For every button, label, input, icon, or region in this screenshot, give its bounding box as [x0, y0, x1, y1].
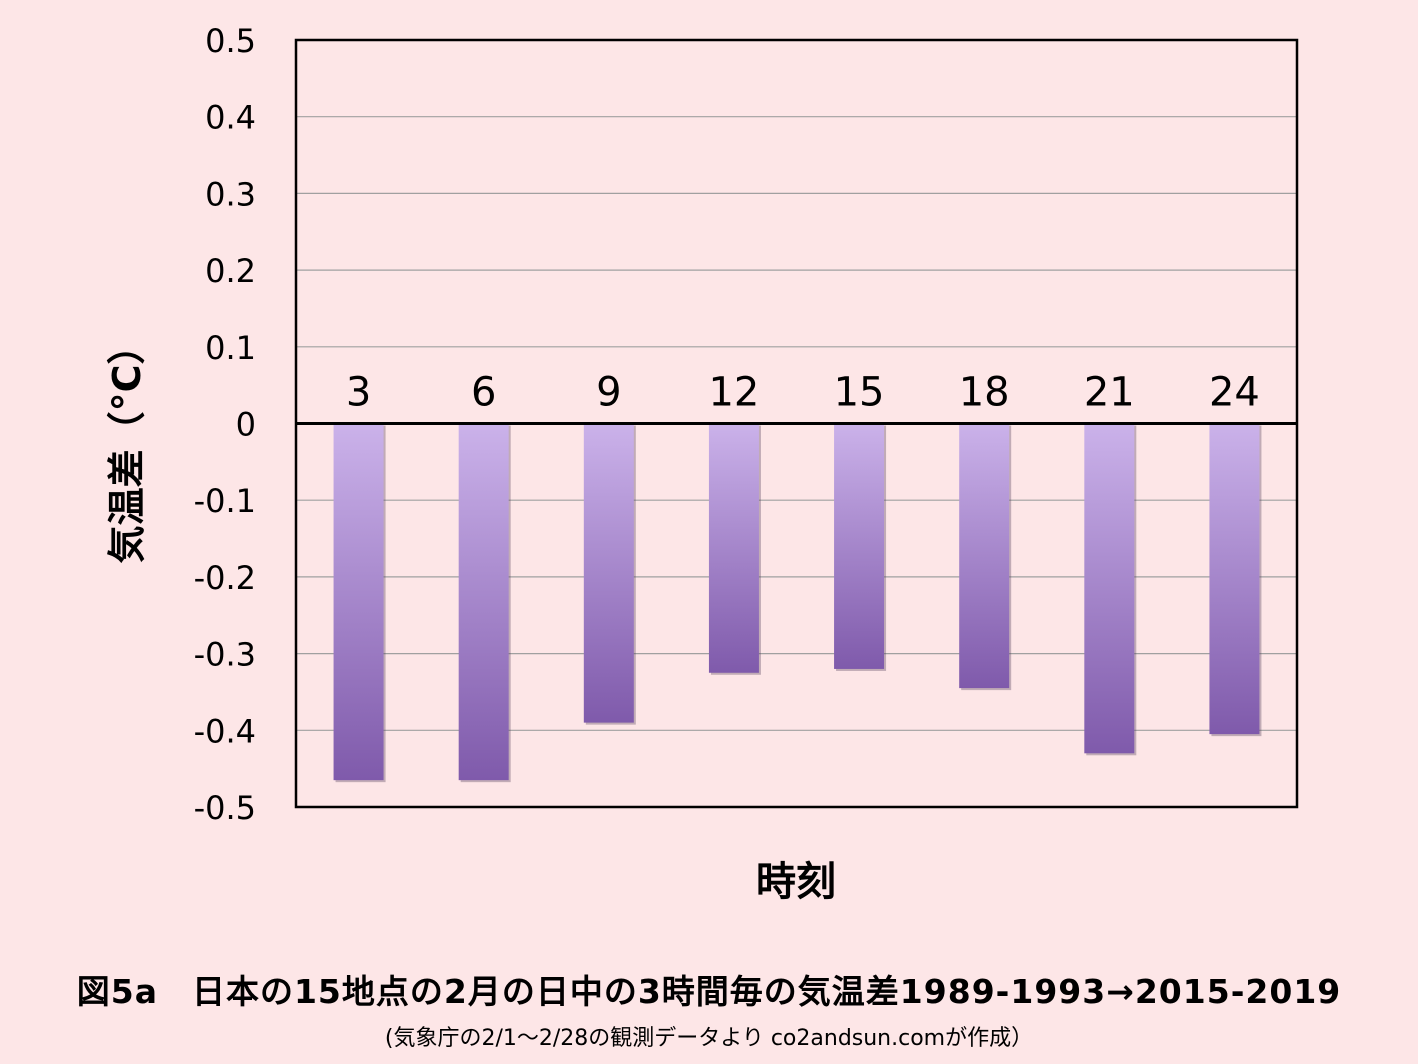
x-axis-label: 時刻	[756, 859, 836, 905]
bar-21	[1084, 423, 1135, 754]
y-tick-label: 0.1	[205, 329, 256, 367]
y-axis-ticks: 0.5 0.4 0.3 0.2 0.1 0 -0.1 -0.2 -0.3 -0.4 -0.5	[194, 22, 256, 827]
y-tick-label: 0.2	[205, 252, 256, 290]
category-label: 18	[959, 370, 1010, 416]
category-labels: 3 6 9 12 15 18 21 24	[346, 370, 1260, 416]
y-tick-label: -0.4	[194, 712, 256, 750]
y-axis-label: 気温差（°C）	[105, 327, 149, 564]
y-tick-label: -0.3	[194, 636, 256, 674]
bar-18	[959, 423, 1010, 689]
y-tick-label: 0	[236, 406, 256, 444]
category-label: 3	[346, 370, 371, 416]
bar-chart: 0.5 0.4 0.3 0.2 0.1 0 -0.1 -0.2 -0.3 -0.4 -0.5 3 6 9…	[105, 22, 1299, 905]
y-tick-label: 0.3	[205, 175, 256, 213]
bar-15	[834, 423, 885, 669]
category-label: 15	[834, 370, 885, 416]
figure-caption: 図5a 日本の15地点の2月の日中の3時間毎の気温差1989-1993→2015…	[76, 972, 1342, 1011]
bars	[333, 423, 1262, 783]
y-tick-label: 0.4	[205, 99, 256, 137]
category-label: 21	[1084, 370, 1135, 416]
figure-source-note: (気象庁の2/1～2/28の観測データより co2andsun.comが作成）	[384, 1026, 1034, 1051]
category-label: 6	[471, 370, 496, 416]
y-tick-label: 0.5	[205, 22, 256, 60]
bar-3	[333, 423, 384, 781]
bar-9	[583, 423, 634, 723]
bar-6	[458, 423, 509, 781]
y-tick-label: -0.2	[194, 559, 256, 597]
category-label: 24	[1209, 370, 1260, 416]
y-tick-label: -0.5	[194, 789, 256, 827]
bar-24	[1209, 423, 1260, 735]
y-tick-label: -0.1	[194, 482, 256, 520]
category-label: 12	[708, 370, 759, 416]
category-label: 9	[596, 370, 621, 416]
bar-12	[708, 423, 759, 673]
